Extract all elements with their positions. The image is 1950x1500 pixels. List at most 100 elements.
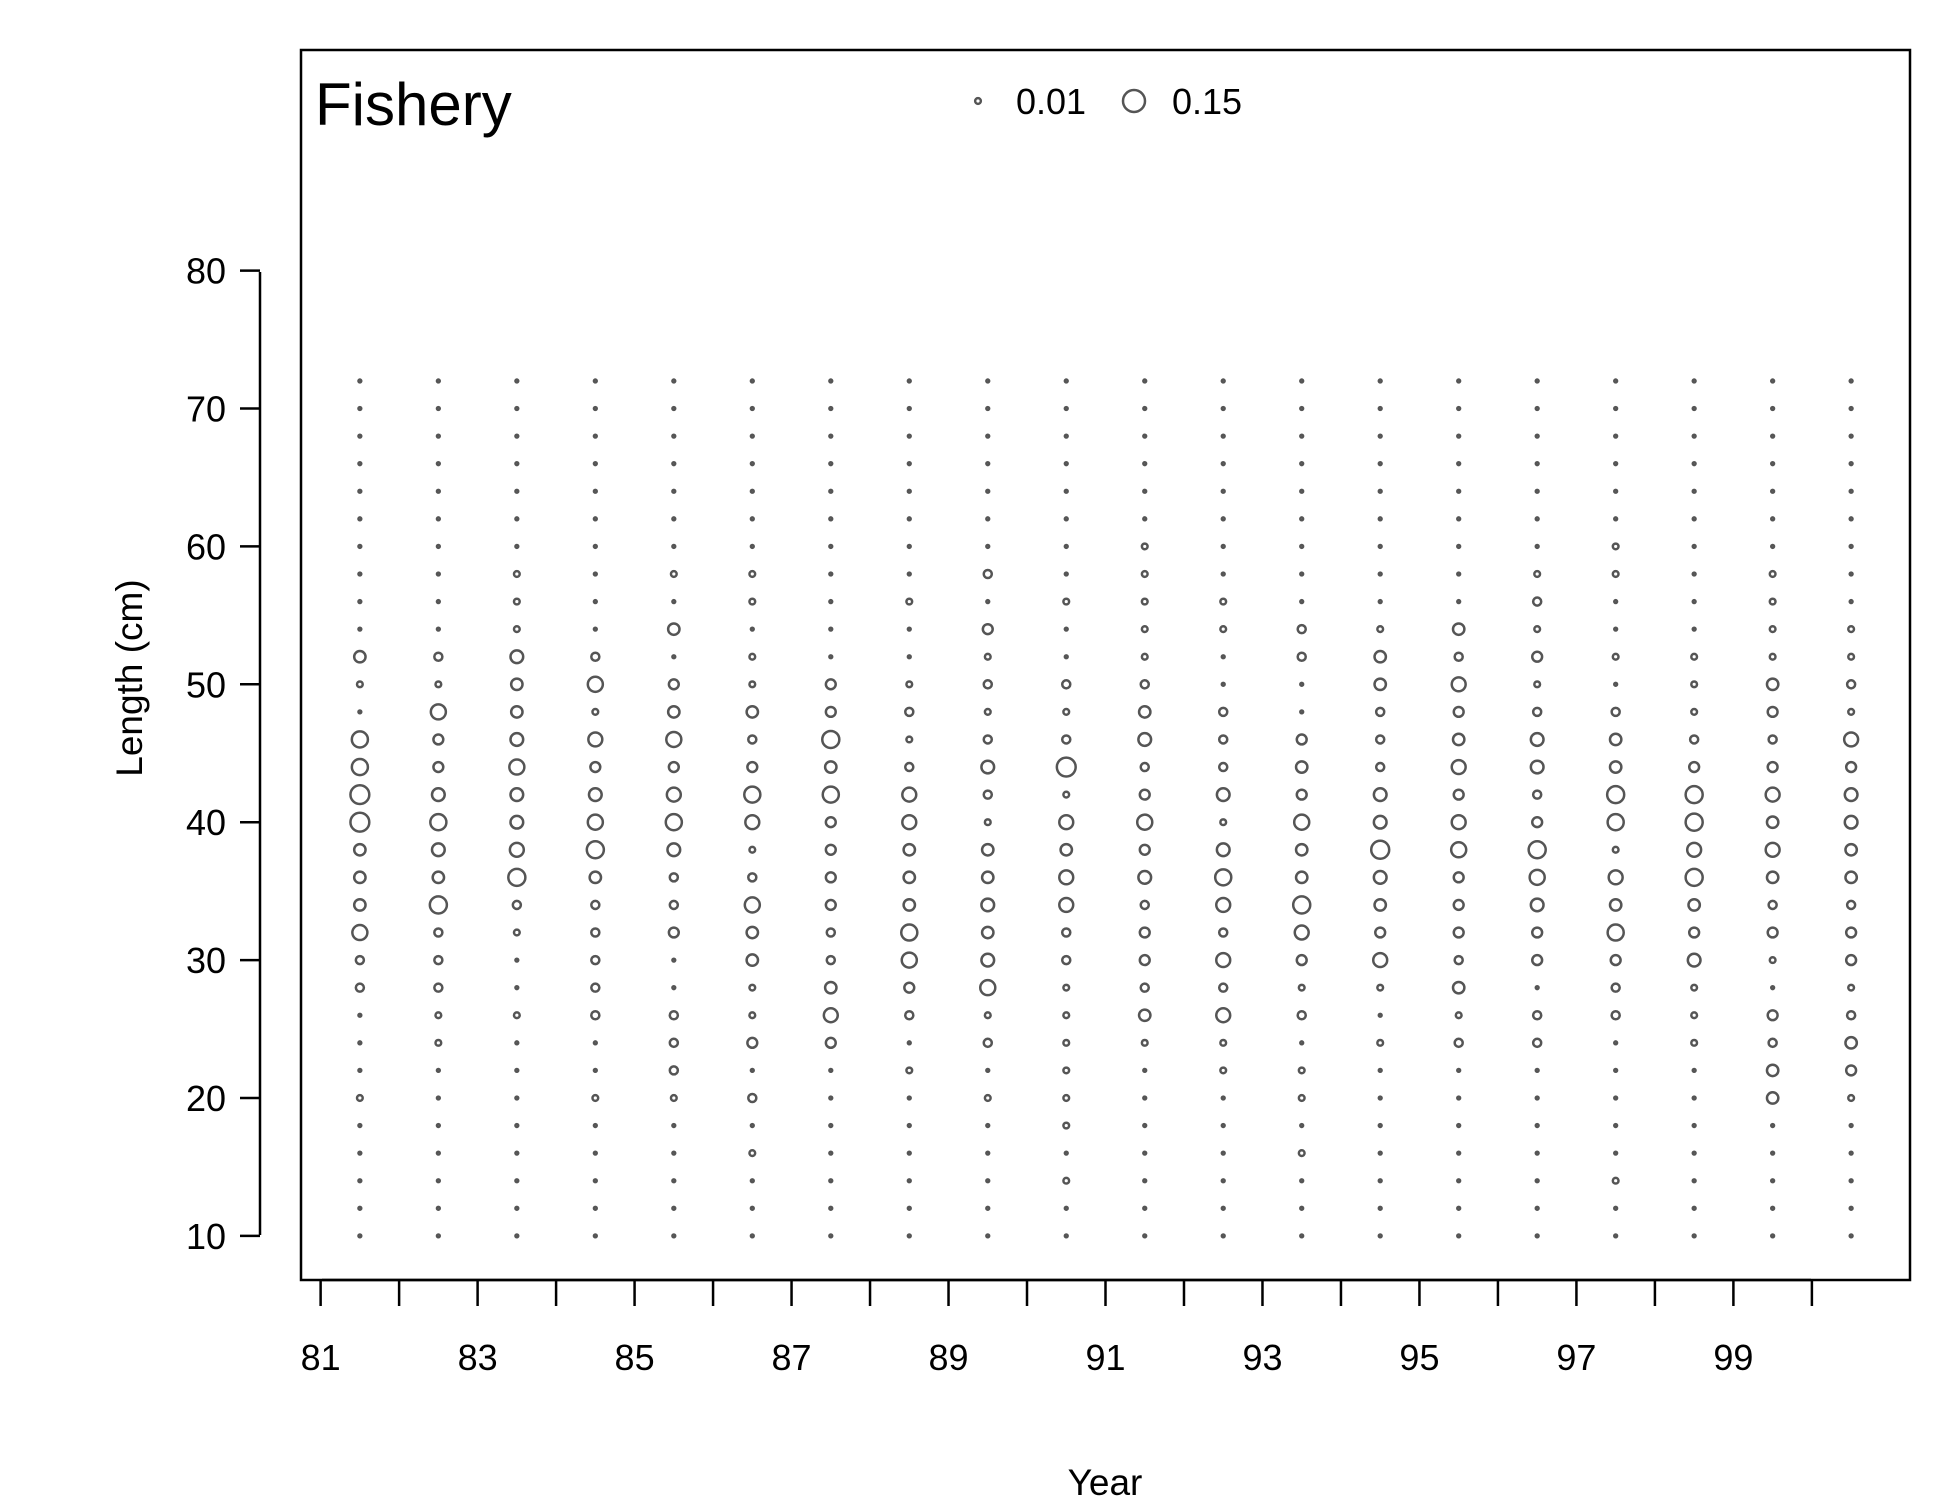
bubble — [1220, 1233, 1226, 1239]
bubble — [1295, 733, 1308, 746]
bubble — [983, 818, 992, 827]
bubble — [514, 488, 520, 494]
bubble — [901, 813, 918, 831]
bubble — [1294, 870, 1309, 885]
bubble — [667, 926, 680, 939]
y-tick-label: 50 — [186, 664, 226, 705]
bubble — [1847, 1093, 1856, 1103]
bubble — [1297, 1149, 1306, 1158]
x-tick-label: 89 — [929, 1337, 969, 1378]
bubble — [749, 543, 755, 550]
bubble — [1140, 652, 1149, 661]
bubble — [1613, 1122, 1619, 1129]
bubble — [514, 378, 520, 384]
bubble — [906, 1150, 912, 1156]
bubble — [1843, 787, 1859, 803]
bubble — [351, 923, 369, 942]
bubble — [668, 1009, 680, 1021]
bubble — [1139, 899, 1151, 911]
bubble — [590, 954, 601, 966]
bubble — [1297, 983, 1306, 992]
bubble — [1215, 787, 1231, 803]
bubble — [1684, 784, 1704, 805]
bubble — [1613, 1150, 1619, 1156]
bubble — [828, 516, 834, 522]
bubble — [1688, 734, 1700, 745]
bubble — [902, 898, 917, 912]
bubble — [1377, 1012, 1383, 1018]
bubble — [357, 461, 363, 467]
bubble — [821, 785, 841, 804]
bubble — [1687, 926, 1701, 939]
bubble — [671, 598, 677, 605]
bubble — [1613, 1233, 1619, 1239]
bubble — [749, 626, 755, 632]
bubble — [1613, 681, 1619, 687]
bubble — [1690, 1038, 1699, 1047]
bubble — [1613, 1067, 1619, 1074]
bubble — [1613, 1095, 1619, 1101]
bubble — [745, 953, 760, 968]
bubble — [435, 1178, 442, 1184]
bubble — [746, 760, 759, 774]
bubble — [1139, 761, 1151, 773]
bubble — [1215, 896, 1232, 914]
bubble — [669, 569, 678, 579]
bubble — [1613, 405, 1619, 412]
y-tick-label: 70 — [186, 389, 226, 430]
bubble — [508, 758, 526, 776]
bubble — [1372, 787, 1388, 803]
bubble — [899, 923, 919, 942]
bubble — [665, 730, 683, 749]
bubble — [1062, 790, 1071, 799]
bubble — [1377, 516, 1383, 522]
legend-bubble — [973, 96, 983, 106]
bubble — [514, 1067, 520, 1074]
bubble — [1063, 654, 1069, 660]
bubble — [671, 461, 677, 467]
bubble — [1058, 869, 1075, 886]
bubble — [1531, 953, 1544, 967]
bubble — [904, 1009, 915, 1021]
bubble — [1377, 598, 1383, 605]
bubble — [824, 816, 837, 829]
bubble — [749, 488, 755, 494]
bubble — [1605, 784, 1626, 805]
bubble — [1220, 654, 1226, 660]
bubble — [1456, 1150, 1462, 1156]
chart-title: Fishery — [315, 71, 512, 138]
bubble — [1769, 1178, 1776, 1184]
bubble — [1769, 543, 1776, 550]
bubble — [590, 982, 601, 993]
bubble — [1456, 378, 1462, 384]
bubble — [435, 543, 442, 550]
bubble — [905, 735, 914, 744]
bubble — [825, 954, 837, 966]
bubble — [668, 899, 680, 911]
bubble — [1452, 788, 1465, 801]
bubble — [1299, 1040, 1305, 1046]
bubble — [1135, 813, 1154, 831]
bubble — [587, 787, 603, 803]
bubble — [350, 757, 370, 777]
bubble — [514, 461, 520, 467]
bubble — [352, 870, 367, 885]
y-tick-label: 40 — [186, 802, 226, 843]
bubble — [1220, 1178, 1226, 1184]
bubble — [1063, 488, 1069, 494]
bubble — [432, 733, 445, 746]
bubble — [432, 760, 445, 774]
bubble — [1299, 1122, 1305, 1129]
bubble — [1377, 1205, 1383, 1211]
bubble — [748, 1149, 757, 1158]
bubble — [587, 731, 604, 748]
legend: 0.01 0.15 — [973, 81, 1242, 122]
bubble — [906, 1122, 912, 1129]
bubble — [1765, 1063, 1780, 1078]
bubble — [1456, 488, 1462, 494]
bubble — [589, 760, 602, 774]
bubble — [906, 461, 912, 467]
bubble — [906, 654, 912, 660]
bubble — [744, 813, 761, 831]
bubble — [435, 598, 442, 605]
